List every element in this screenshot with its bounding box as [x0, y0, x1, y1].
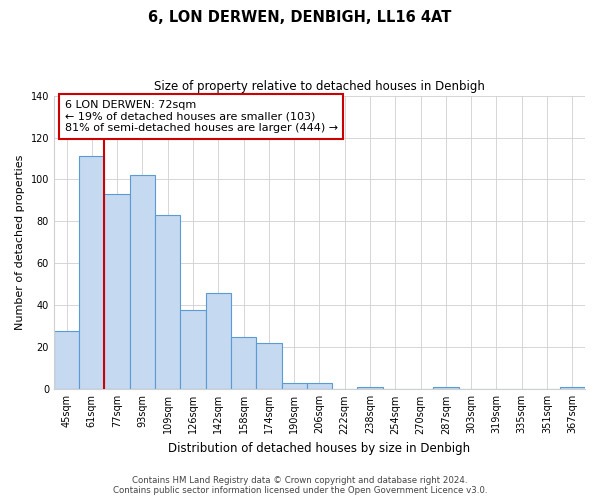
Text: Contains HM Land Registry data © Crown copyright and database right 2024.
Contai: Contains HM Land Registry data © Crown c…	[113, 476, 487, 495]
Bar	[256, 343, 281, 390]
Text: 6 LON DERWEN: 72sqm
← 19% of detached houses are smaller (103)
81% of semi-detac: 6 LON DERWEN: 72sqm ← 19% of detached ho…	[65, 100, 338, 133]
Title: Size of property relative to detached houses in Denbigh: Size of property relative to detached ho…	[154, 80, 485, 93]
Bar	[181, 310, 206, 390]
Y-axis label: Number of detached properties: Number of detached properties	[15, 154, 25, 330]
Bar	[231, 337, 256, 390]
Bar	[155, 215, 181, 390]
Bar	[104, 194, 130, 390]
Text: 6, LON DERWEN, DENBIGH, LL16 4AT: 6, LON DERWEN, DENBIGH, LL16 4AT	[148, 10, 452, 25]
Bar	[358, 387, 383, 390]
Bar	[307, 383, 332, 390]
Bar	[560, 387, 585, 390]
Bar	[281, 383, 307, 390]
Bar	[433, 387, 458, 390]
Bar	[130, 176, 155, 390]
X-axis label: Distribution of detached houses by size in Denbigh: Distribution of detached houses by size …	[169, 442, 470, 455]
Bar	[54, 330, 79, 390]
Bar	[206, 293, 231, 390]
Bar	[79, 156, 104, 390]
